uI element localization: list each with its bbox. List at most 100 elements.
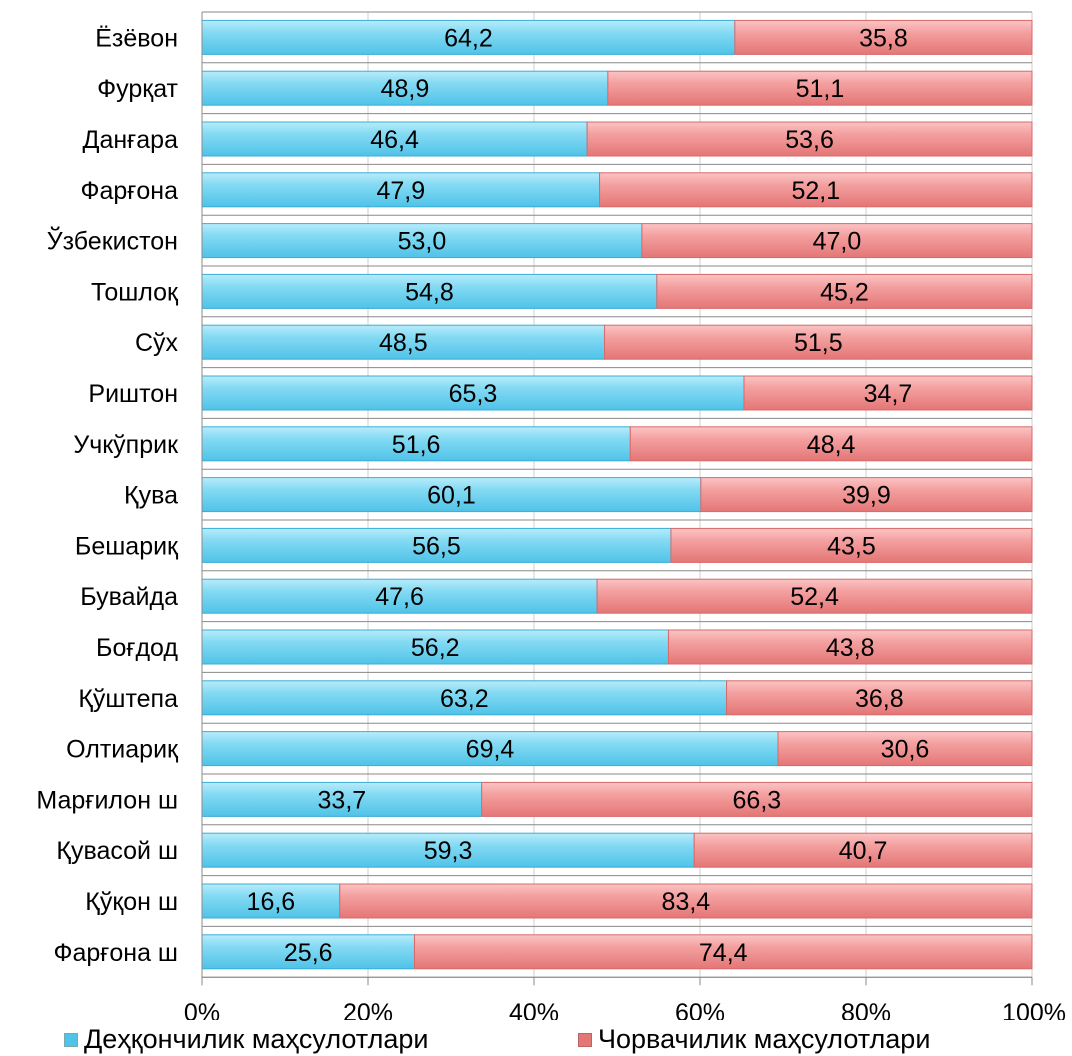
category-label: Ёзёвон (95, 24, 178, 52)
bar-chorvachilik (777, 731, 1033, 767)
bar-dehqonchilik (201, 426, 631, 462)
data-label: 60,1 (427, 482, 476, 510)
category-label: Қўқон ш (85, 888, 178, 916)
x-tick-label: 0% (184, 999, 220, 1020)
bar-dehqonchilik (201, 527, 672, 563)
x-tick-label: 80% (841, 999, 891, 1020)
data-label: 64,2 (444, 24, 493, 52)
legend-swatch-blue (64, 1032, 78, 1047)
category-label: Қўштепа (78, 685, 178, 713)
bar-chorvachilik (667, 629, 1033, 665)
bar-chorvachilik (586, 121, 1033, 157)
x-tick-label: 100% (1002, 999, 1066, 1020)
bar-chorvachilik (629, 426, 1033, 462)
bar-dehqonchilik (201, 731, 779, 767)
bar-dehqonchilik (201, 477, 702, 513)
data-label: 54,8 (405, 278, 454, 306)
data-label: 63,2 (440, 685, 489, 713)
data-label: 66,3 (733, 786, 782, 814)
data-label: 40,7 (839, 837, 888, 865)
bar-chorvachilik (481, 781, 1033, 817)
data-label: 16,6 (247, 888, 296, 916)
data-label: 59,3 (424, 837, 473, 865)
bar-chorvachilik (607, 70, 1033, 106)
bar-chorvachilik (700, 477, 1033, 513)
data-label: 56,5 (412, 532, 461, 560)
data-label: 65,3 (449, 380, 498, 408)
bar-dehqonchilik (201, 832, 695, 868)
bar-chorvachilik (641, 223, 1033, 259)
data-label: 51,1 (796, 75, 845, 103)
category-label: Қувасой ш (56, 837, 178, 865)
bar-chorvachilik (596, 578, 1033, 614)
data-label: 47,9 (376, 177, 425, 205)
data-label: 52,1 (791, 177, 840, 205)
data-label: 53,6 (785, 126, 834, 154)
data-label: 48,4 (807, 431, 856, 459)
bar-chart-svg: Ёзёвон 64,2 35,8 Фурқат 48,9 51,1 Данғара 46,4 5… (36, 11, 1066, 1020)
data-label: 74,4 (699, 939, 748, 967)
data-label: 48,9 (381, 75, 430, 103)
data-label: 69,4 (466, 736, 515, 764)
data-label: 53,0 (398, 228, 447, 256)
data-label: 43,5 (827, 532, 876, 560)
data-label: 34,7 (864, 380, 913, 408)
x-tick-label: 60% (675, 999, 725, 1020)
data-label: 33,7 (318, 786, 367, 814)
legend-label: Деҳқончилик маҳсулотлари (84, 1024, 429, 1054)
data-label: 51,5 (794, 329, 843, 357)
legend-item-series-2: Чорвачилик маҳсулотлари (578, 1024, 930, 1055)
legend: Деҳқончилик маҳсулотлари Чорвачилик маҳс… (0, 1020, 1072, 1056)
legend-swatch-red (578, 1032, 592, 1047)
data-label: 52,4 (790, 583, 839, 611)
category-label: Риштон (88, 380, 178, 408)
data-label: 48,5 (379, 329, 428, 357)
bar-chorvachilik (670, 527, 1033, 563)
bar-chorvachilik (743, 375, 1033, 411)
bar-chorvachilik (339, 883, 1033, 919)
bar-chorvachilik (599, 172, 1033, 208)
category-label: Фарғона (80, 177, 178, 205)
category-label: Фурқат (97, 75, 178, 103)
category-label: Бувайда (80, 583, 178, 611)
bar-chorvachilik (734, 19, 1033, 55)
category-label: Қува (124, 482, 178, 510)
bar-chorvachilik (604, 324, 1033, 360)
bar-dehqonchilik (201, 172, 601, 208)
data-label: 51,6 (392, 431, 441, 459)
legend-item-series-1: Деҳқончилик маҳсулотлари (64, 1024, 428, 1055)
data-label: 47,0 (813, 228, 862, 256)
category-label: Данғара (83, 126, 179, 154)
data-label: 56,2 (411, 634, 460, 662)
category-label: Олтиариқ (66, 736, 179, 764)
data-label: 25,6 (284, 939, 333, 967)
category-label: Ўзбекистон (47, 226, 178, 256)
data-label: 35,8 (859, 24, 908, 52)
bar-dehqonchilik (201, 578, 598, 614)
category-label: Марғилон ш (36, 786, 178, 814)
data-label: 39,9 (842, 482, 891, 510)
category-label: Учкўприк (73, 431, 179, 459)
bar-dehqonchilik (201, 781, 483, 817)
bar-dehqonchilik (201, 934, 415, 970)
bar-dehqonchilik (201, 324, 606, 360)
bar-chorvachilik (656, 273, 1033, 309)
category-label: Боғдод (96, 634, 178, 662)
data-label: 30,6 (881, 736, 930, 764)
data-label: 46,4 (370, 126, 419, 154)
bar-chorvachilik (693, 832, 1033, 868)
x-tick-label: 40% (509, 999, 559, 1020)
data-label: 36,8 (855, 685, 904, 713)
x-tick-label: 20% (343, 999, 393, 1020)
legend-label: Чорвачилик маҳсулотлари (598, 1024, 931, 1054)
data-label: 83,4 (662, 888, 711, 916)
bar-chorvachilik (726, 680, 1033, 716)
data-label: 43,8 (826, 634, 875, 662)
data-label: 47,6 (375, 583, 424, 611)
bar-dehqonchilik (201, 19, 736, 55)
bar-dehqonchilik (201, 629, 669, 665)
category-label: Фарғона ш (53, 939, 178, 967)
bar-dehqonchilik (201, 375, 745, 411)
bar-dehqonchilik (201, 883, 341, 919)
